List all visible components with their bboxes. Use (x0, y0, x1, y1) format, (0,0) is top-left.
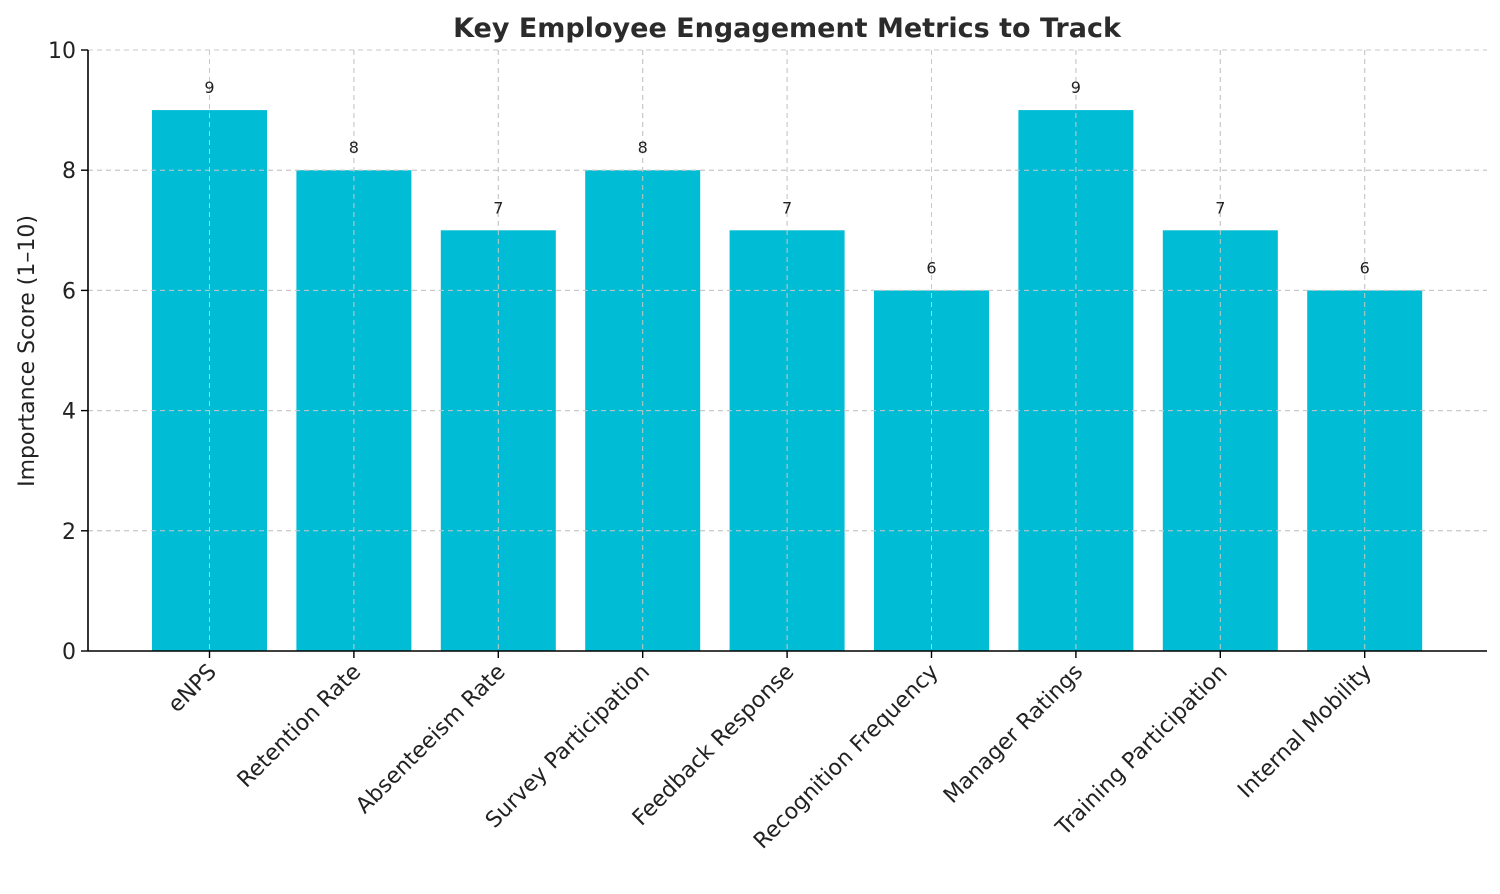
x-tick-label: Survey Participation (481, 660, 655, 834)
bar (1018, 110, 1134, 652)
data-label: 6 (1360, 258, 1370, 277)
data-label: 6 (926, 258, 936, 277)
y-tick-label: 4 (62, 400, 76, 425)
x-tick-label: Manager Ratings (939, 660, 1088, 809)
y-tick-label: 6 (62, 279, 76, 304)
data-label: 7 (1215, 198, 1225, 217)
bars (88, 49, 1487, 652)
chart-title: Key Employee Engagement Metrics to Track (453, 13, 1122, 44)
data-labels: 9 8 7 8 7 6 9 7 6 (204, 78, 1369, 277)
x-tick-label: Absenteeism Rate (351, 660, 510, 819)
data-label: 9 (1071, 78, 1081, 97)
x-tick-label: Retention Rate (233, 660, 366, 793)
y-tick-label: 8 (62, 159, 76, 184)
bar (152, 110, 267, 652)
y-axis-label: Importance Score (1–10) (15, 215, 40, 487)
y-tick-label: 2 (62, 520, 76, 545)
x-tick-label: eNPS (164, 660, 222, 718)
data-label: 8 (349, 138, 359, 157)
bar (874, 290, 989, 651)
data-label: 7 (493, 198, 503, 217)
data-label: 8 (638, 138, 648, 157)
data-label: 7 (782, 198, 792, 217)
y-tick-label: 10 (48, 39, 76, 64)
y-tick-label: 0 (62, 640, 76, 665)
x-tick-label: Internal Mobility (1233, 660, 1377, 804)
y-ticks: 0 2 4 6 8 10 (48, 39, 88, 665)
x-tick-label: Feedback Response (628, 660, 799, 831)
data-label: 9 (204, 78, 214, 97)
bar (1307, 290, 1423, 651)
